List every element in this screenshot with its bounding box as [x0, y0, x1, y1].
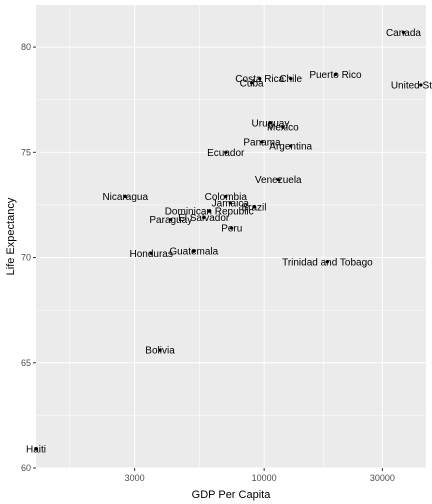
data-point — [123, 194, 127, 199]
point-label: Colombia — [205, 192, 248, 203]
point-label: Panama — [243, 137, 281, 148]
x-tick-label: 30000 — [370, 473, 395, 483]
data-point — [276, 178, 280, 182]
point-label: Bolivia — [145, 346, 175, 357]
data-point — [192, 249, 196, 253]
y-axis-title: Life Expectancy — [5, 197, 17, 275]
data-point — [158, 348, 162, 352]
minor-gridlines — [36, 5, 426, 468]
data-point — [230, 226, 234, 230]
data-point — [419, 83, 423, 87]
point-label: Ecuador — [207, 148, 245, 159]
data-point — [149, 251, 153, 255]
point-label: Costa Rica — [235, 74, 284, 85]
data-point — [202, 215, 206, 220]
point-label: Argentina — [269, 142, 312, 153]
data-point — [401, 30, 406, 34]
data-point — [224, 194, 228, 199]
data-point — [224, 150, 228, 154]
x-axis-ticks: 3000 10000 30000 — [125, 468, 395, 483]
point-label: Puerto Rico — [309, 70, 362, 81]
point-label: Haiti — [26, 445, 46, 456]
data-point — [207, 209, 211, 213]
data-point — [250, 81, 254, 85]
data-point — [289, 77, 293, 81]
data-point — [333, 72, 338, 77]
y-tick-label: 65 — [21, 358, 31, 368]
y-tick-label: 80 — [21, 42, 31, 52]
data-point — [258, 77, 262, 81]
data-point — [260, 140, 264, 144]
point-label: Jamaica — [212, 198, 250, 209]
data-point — [252, 205, 256, 209]
data-point — [325, 260, 330, 264]
data-point — [34, 447, 38, 451]
point-label: United States — [391, 80, 432, 91]
point-label: Uruguay — [252, 118, 290, 129]
point-label: El Salvador — [178, 213, 230, 224]
data-point — [289, 144, 293, 148]
point-label: Nicaragua — [102, 192, 148, 203]
point-label: Brazil — [241, 203, 266, 214]
point-label: Dominican Republic — [165, 207, 254, 218]
plot-panel — [36, 5, 426, 468]
data-point — [281, 125, 285, 129]
point-label: Chile — [279, 74, 302, 85]
point-label: Cuba — [240, 78, 264, 89]
point-label: Peru — [221, 224, 242, 235]
y-axis-ticks: 60 65 70 75 80 — [21, 42, 36, 473]
point-label: Trinidad and Tobago — [282, 257, 373, 268]
point-label: Guatemala — [169, 247, 218, 258]
data-points — [34, 30, 423, 451]
y-tick-label: 75 — [21, 147, 31, 157]
data-point — [228, 201, 232, 205]
x-tick-label: 10000 — [252, 473, 277, 483]
x-tick-label: 3000 — [125, 473, 145, 483]
point-label: Honduras — [130, 249, 173, 260]
y-tick-label: 70 — [21, 253, 31, 263]
point-label: Paraguay — [149, 215, 192, 226]
point-label: Mexico — [267, 123, 299, 134]
data-point — [169, 218, 173, 222]
point-label: Venezuela — [255, 175, 302, 186]
point-label: Canada — [386, 28, 421, 39]
major-gridlines — [36, 5, 426, 469]
data-point — [268, 121, 273, 125]
y-tick-label: 60 — [21, 463, 31, 473]
x-axis-title: GDP Per Capita — [192, 489, 272, 501]
